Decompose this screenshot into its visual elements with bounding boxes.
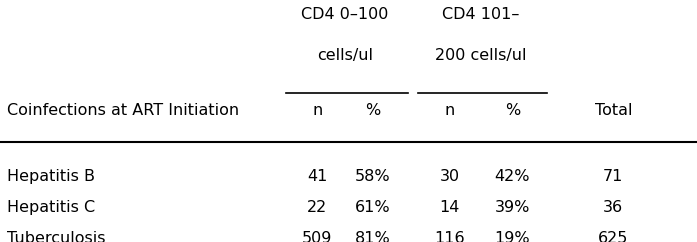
Text: Hepatitis B: Hepatitis B (7, 169, 95, 184)
Text: Coinfections at ART Initiation: Coinfections at ART Initiation (7, 103, 239, 118)
Text: Total: Total (595, 103, 632, 118)
Text: 30: 30 (440, 169, 459, 184)
Text: n: n (445, 103, 454, 118)
Text: Hepatitis C: Hepatitis C (7, 200, 95, 215)
Text: cells/ul: cells/ul (317, 48, 373, 63)
Text: 58%: 58% (355, 169, 391, 184)
Text: n: n (312, 103, 322, 118)
Text: 42%: 42% (495, 169, 530, 184)
Text: 22: 22 (307, 200, 328, 215)
Text: CD4 101–: CD4 101– (442, 7, 520, 22)
Text: 19%: 19% (494, 231, 530, 242)
Text: %: % (505, 103, 520, 118)
Text: 509: 509 (302, 231, 332, 242)
Text: CD4 0–100: CD4 0–100 (301, 7, 389, 22)
Text: 39%: 39% (495, 200, 530, 215)
Text: %: % (365, 103, 381, 118)
Text: Tuberculosis: Tuberculosis (7, 231, 105, 242)
Text: 625: 625 (598, 231, 629, 242)
Text: 81%: 81% (355, 231, 391, 242)
Text: 61%: 61% (355, 200, 391, 215)
Text: 36: 36 (604, 200, 623, 215)
Text: 71: 71 (603, 169, 624, 184)
Text: 116: 116 (434, 231, 465, 242)
Text: 200 cells/ul: 200 cells/ul (435, 48, 527, 63)
Text: 41: 41 (307, 169, 328, 184)
Text: 14: 14 (439, 200, 460, 215)
